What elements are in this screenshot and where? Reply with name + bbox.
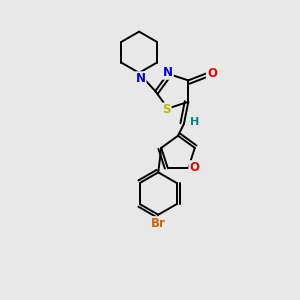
Text: S: S (162, 103, 171, 116)
Text: N: N (163, 66, 173, 79)
Text: O: O (189, 161, 199, 174)
Text: Br: Br (151, 217, 166, 230)
Text: H: H (190, 118, 199, 128)
Text: N: N (136, 72, 146, 85)
Text: O: O (207, 67, 217, 80)
